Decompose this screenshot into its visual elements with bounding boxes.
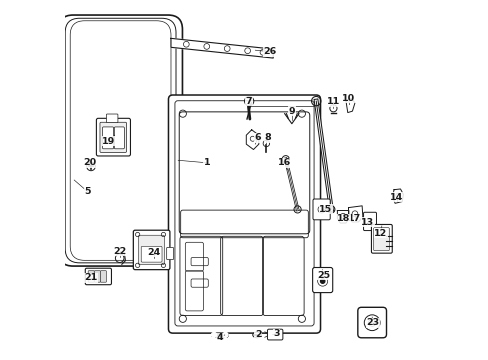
Polygon shape <box>348 206 362 222</box>
FancyBboxPatch shape <box>96 118 130 156</box>
FancyBboxPatch shape <box>363 212 376 230</box>
FancyBboxPatch shape <box>373 228 388 251</box>
Text: 12: 12 <box>373 229 386 238</box>
FancyBboxPatch shape <box>88 271 94 282</box>
Text: 11: 11 <box>326 97 339 106</box>
Text: 6: 6 <box>254 133 261 142</box>
FancyBboxPatch shape <box>141 246 162 262</box>
FancyBboxPatch shape <box>357 307 386 338</box>
Text: 2: 2 <box>254 330 261 339</box>
Polygon shape <box>346 98 354 113</box>
Text: 15: 15 <box>318 205 331 214</box>
Text: 1: 1 <box>203 158 210 167</box>
FancyBboxPatch shape <box>100 271 106 282</box>
Polygon shape <box>246 130 258 149</box>
Text: 18: 18 <box>336 214 349 223</box>
Text: 13: 13 <box>361 218 374 227</box>
FancyBboxPatch shape <box>168 95 320 333</box>
FancyBboxPatch shape <box>138 235 164 265</box>
FancyBboxPatch shape <box>114 127 124 149</box>
Circle shape <box>320 279 324 283</box>
FancyBboxPatch shape <box>166 247 173 260</box>
FancyBboxPatch shape <box>312 199 329 220</box>
FancyBboxPatch shape <box>102 127 113 149</box>
Circle shape <box>223 332 227 337</box>
Text: 5: 5 <box>84 187 90 196</box>
FancyBboxPatch shape <box>312 267 332 293</box>
Text: 19: 19 <box>102 137 115 146</box>
Text: 24: 24 <box>147 248 161 257</box>
Circle shape <box>211 332 216 337</box>
Text: 23: 23 <box>366 318 379 327</box>
FancyBboxPatch shape <box>267 329 282 340</box>
Text: 26: 26 <box>263 47 276 56</box>
Text: 9: 9 <box>288 107 295 116</box>
FancyBboxPatch shape <box>100 122 126 152</box>
Text: 20: 20 <box>83 158 96 167</box>
Text: 8: 8 <box>264 133 270 142</box>
Polygon shape <box>337 211 348 223</box>
Text: 22: 22 <box>113 247 126 256</box>
Text: 10: 10 <box>341 94 354 103</box>
Polygon shape <box>392 189 403 203</box>
Text: 21: 21 <box>84 273 98 282</box>
Polygon shape <box>171 39 273 58</box>
Ellipse shape <box>252 332 261 338</box>
Text: 17: 17 <box>347 214 361 223</box>
FancyBboxPatch shape <box>106 114 118 123</box>
FancyBboxPatch shape <box>94 271 100 282</box>
Text: 16: 16 <box>278 158 291 167</box>
FancyBboxPatch shape <box>85 268 111 285</box>
FancyBboxPatch shape <box>133 230 169 270</box>
FancyBboxPatch shape <box>371 225 391 253</box>
Text: 3: 3 <box>273 329 280 338</box>
Text: 4: 4 <box>216 333 223 342</box>
Text: 7: 7 <box>245 96 252 105</box>
Text: 14: 14 <box>389 193 402 202</box>
Text: 25: 25 <box>316 270 329 279</box>
